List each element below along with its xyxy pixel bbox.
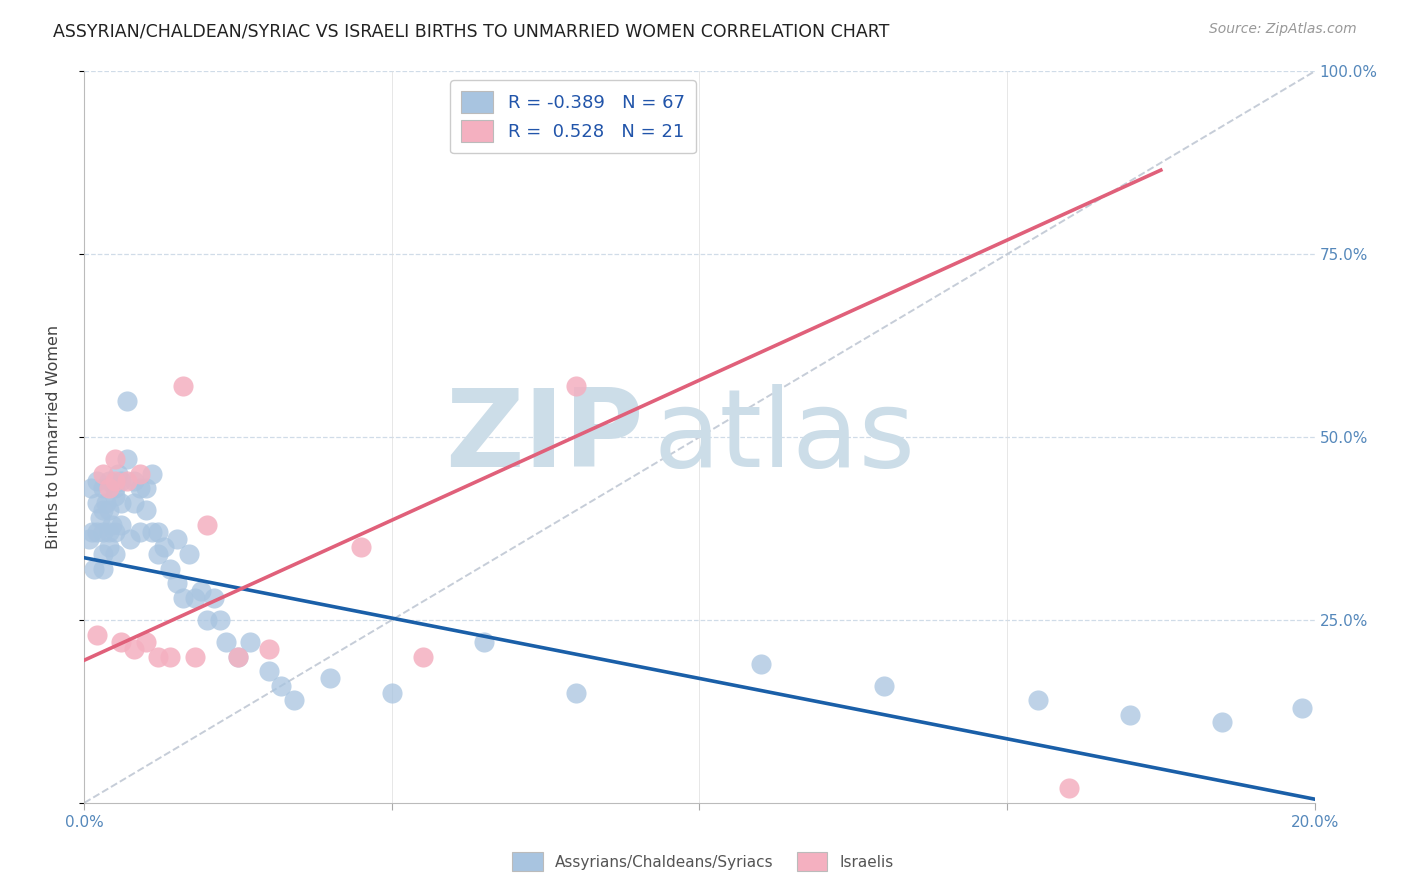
Point: [141, 525, 163, 540]
Point: [91, 481, 114, 495]
Point: [110, 474, 132, 488]
Point: [749, 657, 772, 671]
Point: [283, 693, 305, 707]
Point: [91, 467, 114, 481]
Point: [104, 489, 127, 503]
Point: [80, 525, 103, 540]
Point: [1119, 708, 1142, 723]
Point: [104, 547, 127, 561]
Point: [98, 474, 121, 488]
Point: [86, 627, 108, 641]
Point: [110, 496, 132, 510]
Point: [177, 547, 200, 561]
Point: [270, 679, 292, 693]
Point: [101, 517, 124, 532]
Point: [257, 642, 280, 657]
Point: [117, 452, 139, 467]
Point: [120, 533, 142, 547]
Point: [122, 642, 145, 657]
Point: [98, 540, 121, 554]
Text: ZIP: ZIP: [446, 384, 644, 490]
Point: [122, 474, 145, 488]
Point: [128, 467, 150, 481]
Point: [159, 562, 181, 576]
Point: [1057, 781, 1080, 796]
Point: [128, 525, 150, 540]
Point: [184, 649, 207, 664]
Point: [86, 525, 108, 540]
Point: [104, 474, 127, 488]
Point: [104, 481, 127, 495]
Text: ASSYRIAN/CHALDEAN/SYRIAC VS ISRAELI BIRTHS TO UNMARRIED WOMEN CORRELATION CHART: ASSYRIAN/CHALDEAN/SYRIAC VS ISRAELI BIRT…: [53, 22, 890, 40]
Point: [91, 547, 114, 561]
Point: [79, 533, 101, 547]
Point: [873, 679, 896, 693]
Point: [565, 686, 588, 700]
Point: [226, 649, 249, 664]
Point: [350, 540, 373, 554]
Point: [122, 496, 145, 510]
Point: [98, 503, 121, 517]
Point: [107, 467, 129, 481]
Y-axis label: Births to Unmarried Women: Births to Unmarried Women: [46, 325, 60, 549]
Point: [135, 635, 157, 649]
Point: [110, 517, 132, 532]
Text: Source: ZipAtlas.com: Source: ZipAtlas.com: [1209, 22, 1357, 37]
Point: [91, 562, 114, 576]
Point: [197, 517, 219, 532]
Point: [86, 496, 108, 510]
Point: [148, 547, 170, 561]
Point: [91, 525, 114, 540]
Point: [226, 649, 249, 664]
Point: [79, 481, 101, 495]
Point: [215, 635, 238, 649]
Point: [148, 525, 170, 540]
Point: [104, 525, 127, 540]
Point: [98, 525, 121, 540]
Point: [135, 481, 157, 495]
Point: [239, 635, 262, 649]
Point: [98, 481, 121, 495]
Legend: Assyrians/Chaldeans/Syriacs, Israelis: Assyrians/Chaldeans/Syriacs, Israelis: [506, 847, 900, 877]
Point: [472, 635, 495, 649]
Point: [148, 649, 170, 664]
Point: [208, 613, 231, 627]
Point: [1026, 693, 1049, 707]
Point: [91, 503, 114, 517]
Point: [1211, 715, 1233, 730]
Point: [135, 503, 157, 517]
Point: [257, 664, 280, 678]
Point: [83, 562, 105, 576]
Point: [110, 635, 132, 649]
Text: atlas: atlas: [654, 384, 915, 490]
Point: [319, 672, 342, 686]
Point: [128, 481, 150, 495]
Point: [1291, 700, 1313, 714]
Point: [166, 576, 188, 591]
Point: [565, 379, 588, 393]
Point: [197, 613, 219, 627]
Legend: R = -0.389   N = 67, R =  0.528   N = 21: R = -0.389 N = 67, R = 0.528 N = 21: [450, 80, 696, 153]
Point: [159, 649, 181, 664]
Point: [184, 591, 207, 605]
Point: [153, 540, 176, 554]
Point: [381, 686, 404, 700]
Point: [190, 583, 212, 598]
Point: [89, 510, 111, 524]
Point: [202, 591, 225, 605]
Point: [104, 452, 127, 467]
Point: [141, 467, 163, 481]
Point: [172, 591, 194, 605]
Point: [412, 649, 434, 664]
Point: [117, 474, 139, 488]
Point: [86, 474, 108, 488]
Point: [166, 533, 188, 547]
Point: [94, 496, 117, 510]
Point: [172, 379, 194, 393]
Point: [117, 393, 139, 408]
